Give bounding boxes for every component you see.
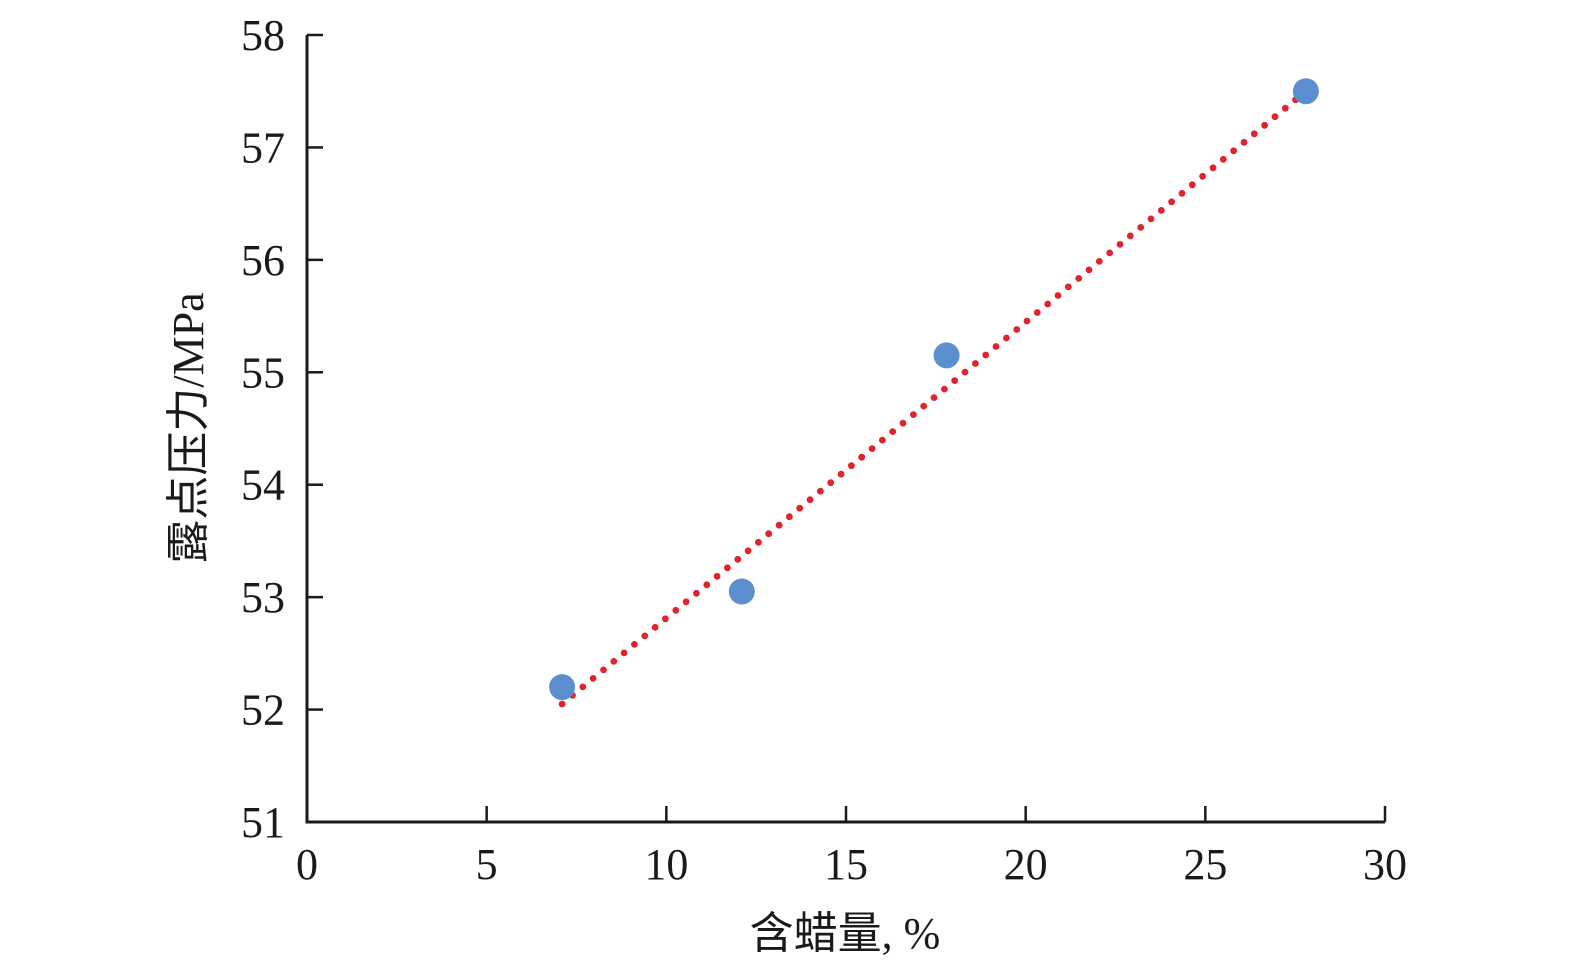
y-tick-label: 55 (241, 348, 285, 397)
data-point (933, 342, 960, 369)
trendline-dot (1219, 155, 1227, 163)
data-point (549, 674, 576, 701)
trendline-dot (796, 504, 804, 512)
trendline-dot (1137, 224, 1145, 231)
trendline-dot (858, 453, 866, 461)
trendline-dot (879, 436, 886, 444)
trendline-dot (1095, 258, 1103, 265)
trendline-dot (1106, 249, 1114, 257)
trendline-dot (1003, 334, 1010, 342)
trendline-dot (868, 445, 876, 452)
trendline-dot (620, 649, 628, 657)
trendline-dot (1116, 241, 1124, 248)
trendline-dot (558, 700, 566, 708)
x-tick-label: 15 (824, 840, 868, 889)
x-tick-label: 5 (476, 840, 498, 889)
trendline-dot (1261, 121, 1268, 129)
trendline-dot (724, 564, 731, 572)
trendline-dot (1147, 215, 1155, 223)
trendline-dot (775, 521, 783, 529)
x-tick-label: 25 (1183, 840, 1227, 889)
y-ticks: 51 52 53 54 55 56 57 58 (241, 11, 323, 847)
trendline-dot (1250, 130, 1258, 138)
trendline-dot (1230, 147, 1237, 155)
x-tick-label: 30 (1363, 840, 1407, 889)
y-tick-label: 51 (241, 798, 285, 847)
trendline-dot (641, 632, 649, 640)
trendline-dot (1085, 266, 1093, 274)
trendline-dot (589, 675, 597, 682)
trendline-dot (1271, 113, 1279, 121)
trendline-dot (827, 479, 835, 487)
y-tick-label: 53 (241, 573, 285, 622)
trendline-dot (734, 555, 742, 563)
y-tick-label: 52 (241, 686, 285, 735)
trendline-dot (1033, 309, 1041, 316)
trendline-dot (1281, 104, 1289, 112)
trendline-dot (941, 385, 948, 393)
trendline-dot (1157, 207, 1165, 214)
x-axis-title: 含蜡量, % (750, 909, 941, 958)
data-point (728, 578, 755, 605)
trendline-dot (1199, 172, 1206, 180)
y-tick-label: 57 (241, 123, 285, 172)
plot-area: 51 52 53 54 55 56 57 58 0 5 10 15 20 25 30 (241, 11, 1407, 889)
trendline-dot (837, 470, 845, 478)
trendline-dot (765, 530, 773, 538)
trendline-dot (1023, 317, 1031, 325)
trendline-dot (682, 598, 690, 606)
trendline (558, 87, 1310, 708)
y-tick-label: 56 (241, 236, 285, 285)
trendline-dot (662, 615, 669, 623)
trendline-dot (972, 360, 979, 367)
trendline-dot (703, 581, 711, 589)
trendline-dot (920, 402, 928, 410)
data-points (549, 78, 1319, 701)
trendline-dot (1126, 232, 1134, 240)
trendline-dot (889, 428, 897, 435)
trendline-dot (806, 496, 814, 504)
trendline-dot (1064, 283, 1072, 291)
trendline-dot (631, 641, 638, 648)
trendline-dot (693, 589, 700, 597)
trendline-dot (713, 572, 721, 580)
trendline-dot (672, 606, 680, 614)
trendline-dot (610, 658, 618, 665)
y-tick-label: 54 (241, 461, 285, 510)
trendline-dot (992, 343, 1000, 350)
y-axis-title: 露点压力/MPa (164, 292, 213, 563)
trendline-dot (982, 351, 990, 359)
trendline-dot (951, 377, 959, 384)
trendline-dot (744, 547, 752, 555)
trendline-dot (1168, 198, 1175, 206)
x-tick-label: 10 (644, 840, 688, 889)
trendline-dot (786, 513, 793, 521)
trendline-dot (1075, 275, 1083, 282)
trendline-dot (961, 368, 969, 376)
trendline-dot (910, 411, 917, 418)
trendline-dot (600, 666, 607, 674)
trendline-dot (1178, 189, 1186, 197)
trendline-dot (848, 462, 855, 470)
x-tick-label: 0 (296, 840, 318, 889)
trendline-dot (579, 683, 587, 691)
trendline-dot (1044, 300, 1052, 308)
trendline-dot (1240, 138, 1248, 146)
trendline-dot (1054, 292, 1062, 299)
trendline-dot (651, 624, 659, 631)
data-point (1292, 78, 1319, 105)
trendline-dot (899, 419, 907, 427)
x-ticks: 0 5 10 15 20 25 30 (296, 806, 1407, 889)
trendline-dot (930, 394, 938, 401)
x-tick-label: 20 (1004, 840, 1048, 889)
y-tick-label: 58 (241, 11, 285, 60)
trendline-dot (1188, 181, 1196, 189)
trendline-dot (755, 538, 762, 546)
trendline-dot (1209, 164, 1217, 172)
trendline-dot (817, 487, 824, 495)
trendline-dot (1013, 326, 1021, 333)
